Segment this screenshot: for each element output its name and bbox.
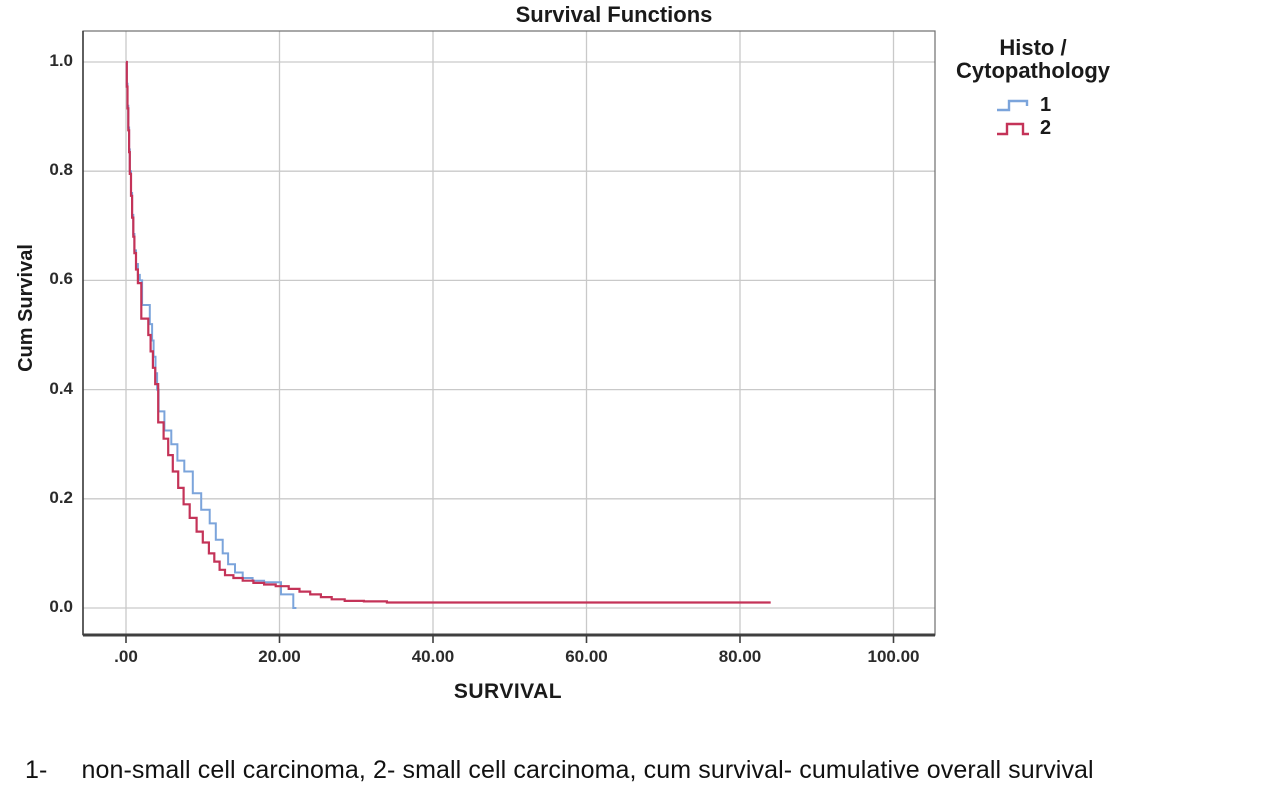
y-axis-title: Cum Survival (15, 244, 37, 372)
x-tick-label: 60.00 (565, 647, 608, 666)
legend-item-1: 1 (995, 94, 1133, 117)
legend-step-swatch-icon (997, 122, 1029, 135)
plot-area-svg (82, 30, 936, 643)
legend-item-label: 1 (1040, 94, 1052, 117)
legend-step-swatch-icon (997, 99, 1029, 111)
legend-item-label: 2 (1040, 117, 1052, 140)
y-tick-label: 0.2 (49, 487, 73, 507)
x-tick-label: 40.00 (411, 647, 455, 666)
x-tick-label: 80.00 (718, 647, 762, 666)
y-tick-label: 0.8 (49, 160, 73, 180)
y-tick-label: 1.0 (49, 51, 73, 70)
legend-item-2: 2 (995, 117, 1133, 140)
x-tick-label: 20.00 (258, 647, 301, 666)
y-tick-label: 0.6 (49, 269, 73, 289)
x-tick-label: 100.00 (867, 647, 920, 666)
y-tick-label: 0.0 (49, 597, 73, 616)
caption-text: non-small cell carcinoma, 2- small cell … (81, 756, 1094, 784)
legend-title: Histo / Cytopathology (933, 36, 1133, 82)
figure-caption: 1- non-small cell carcinoma, 2- small cel… (25, 756, 1094, 785)
legend-title-line1: Histo / (999, 35, 1067, 60)
survival-curve-2 (125, 60, 771, 604)
x-axis-title: SURVIVAL (453, 680, 563, 703)
legend-title-line2: Cytopathology (956, 58, 1110, 84)
caption-marker: 1- (25, 756, 48, 784)
chart-title: Survival Functions (515, 2, 713, 27)
plot-frame (82, 30, 936, 636)
x-tick-label: .00 (114, 647, 138, 666)
y-tick-label: 0.4 (49, 378, 73, 398)
